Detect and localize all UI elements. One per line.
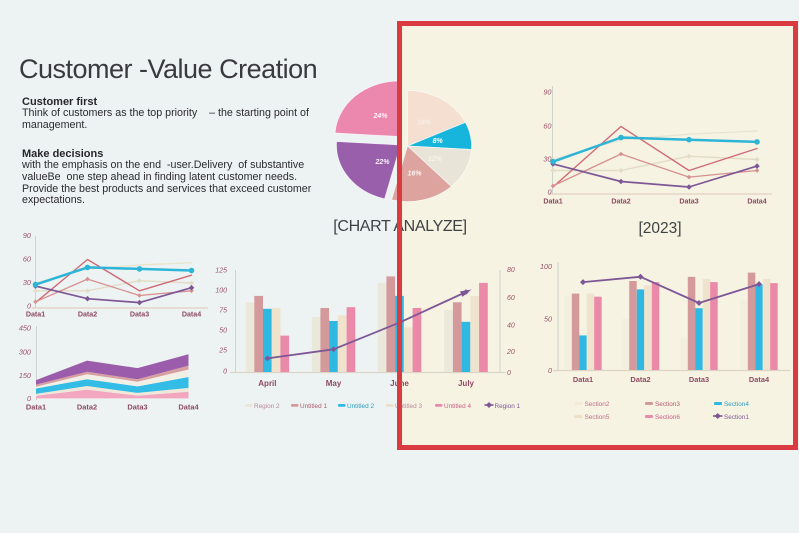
svg-text:22%: 22% <box>374 159 390 166</box>
svg-text:Untitled 2: Untitled 2 <box>347 403 374 410</box>
svg-text:Section3: Section3 <box>655 401 680 408</box>
svg-text:Section5: Section5 <box>585 414 610 421</box>
svg-text:25: 25 <box>218 348 227 355</box>
svg-text:Data2: Data2 <box>77 403 97 412</box>
svg-text:July: July <box>458 379 475 388</box>
svg-text:75: 75 <box>219 308 227 315</box>
svg-text:Data4: Data4 <box>747 198 766 206</box>
svg-text:50: 50 <box>544 315 552 324</box>
svg-text:Data3: Data3 <box>130 311 149 319</box>
svg-text:0: 0 <box>547 188 551 197</box>
svg-text:Section4: Section4 <box>724 401 749 408</box>
svg-text:60: 60 <box>23 255 31 264</box>
svg-text:Data1: Data1 <box>26 311 45 319</box>
svg-text:[2023]: [2023] <box>638 220 681 237</box>
svg-text:Section2: Section2 <box>585 401 610 408</box>
svg-text:Data4: Data4 <box>749 375 770 384</box>
svg-text:60: 60 <box>507 295 515 302</box>
svg-text:Untitled 4: Untitled 4 <box>444 403 471 410</box>
svg-text:Data1: Data1 <box>26 403 46 412</box>
svg-text:8%: 8% <box>433 138 444 145</box>
svg-text:150: 150 <box>19 371 31 380</box>
svg-text:125: 125 <box>215 267 227 274</box>
svg-text:Data2: Data2 <box>78 311 97 319</box>
svg-text:18%: 18% <box>417 120 432 127</box>
svg-text:16%: 16% <box>407 170 422 177</box>
svg-text:0: 0 <box>223 368 227 375</box>
svg-text:Data3: Data3 <box>679 198 698 206</box>
svg-text:12%: 12% <box>428 156 443 163</box>
svg-text:60: 60 <box>543 122 551 131</box>
svg-text:24%: 24% <box>372 113 388 120</box>
svg-text:Region 2: Region 2 <box>254 403 280 410</box>
svg-text:30: 30 <box>23 278 31 287</box>
svg-text:30: 30 <box>543 155 551 164</box>
svg-text:40: 40 <box>507 322 515 329</box>
svg-text:450: 450 <box>19 324 31 333</box>
svg-text:90: 90 <box>23 231 31 240</box>
svg-text:Section1: Section1 <box>724 414 749 421</box>
svg-text:Data3: Data3 <box>127 403 147 412</box>
svg-text:Data3: Data3 <box>689 375 709 384</box>
svg-text:April: April <box>258 379 276 388</box>
svg-text:Section6: Section6 <box>655 414 680 421</box>
svg-text:300: 300 <box>19 348 31 357</box>
svg-text:0: 0 <box>507 370 511 377</box>
svg-text:Data2: Data2 <box>630 375 650 384</box>
svg-text:Data2: Data2 <box>611 198 630 206</box>
svg-text:0: 0 <box>548 366 552 375</box>
svg-text:80: 80 <box>507 267 515 274</box>
svg-text:90: 90 <box>543 88 551 97</box>
svg-text:Data4: Data4 <box>182 311 201 319</box>
svg-text:Data4: Data4 <box>178 403 199 412</box>
svg-text:0: 0 <box>27 394 31 403</box>
svg-text:0: 0 <box>27 302 31 311</box>
svg-text:Data1: Data1 <box>543 198 562 206</box>
svg-text:Untitled 1: Untitled 1 <box>300 403 327 410</box>
svg-text:Region 1: Region 1 <box>495 403 521 410</box>
svg-text:100: 100 <box>540 262 552 271</box>
svg-text:Data1: Data1 <box>573 375 593 384</box>
svg-text:20: 20 <box>506 349 515 356</box>
svg-text:100: 100 <box>215 288 227 295</box>
svg-text:50: 50 <box>219 328 227 335</box>
svg-text:Untitled 3: Untitled 3 <box>395 403 422 410</box>
svg-text:May: May <box>326 379 342 388</box>
